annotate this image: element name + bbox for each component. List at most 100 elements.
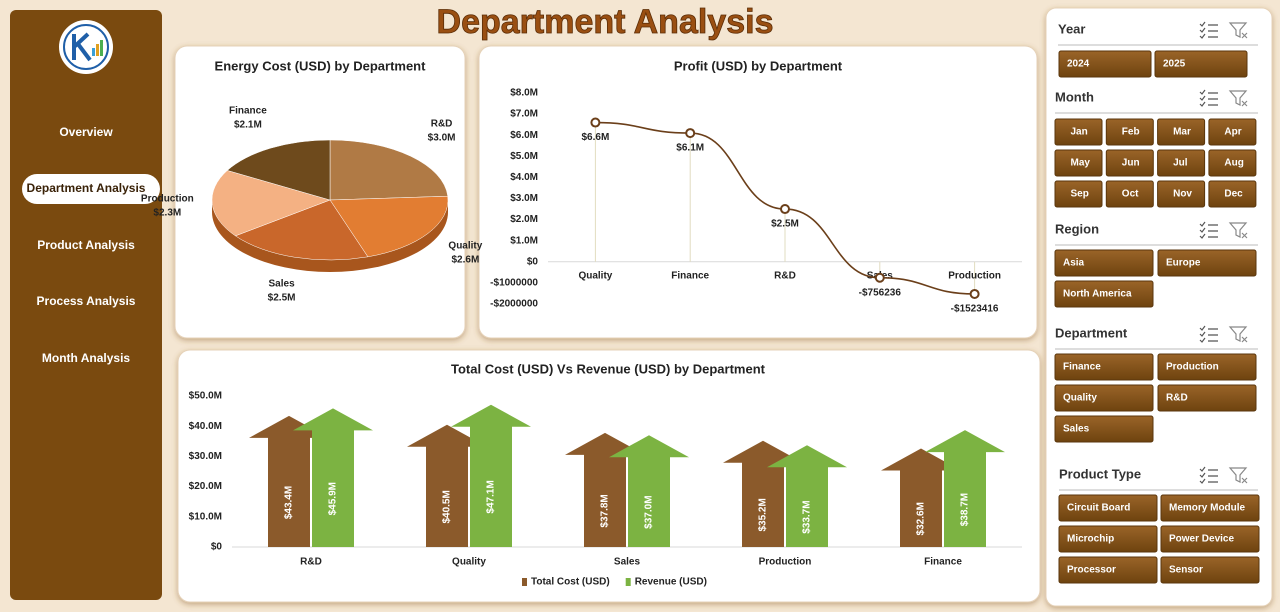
slicer-button-bg[interactable] <box>1058 525 1158 553</box>
slicer-button[interactable]: 2024 <box>1058 50 1152 78</box>
slicer-button-bg[interactable] <box>1054 249 1154 277</box>
slicer-button-label[interactable]: Quality <box>1063 393 1097 404</box>
slicer-button-bg[interactable] <box>1054 118 1103 146</box>
nav-item[interactable]: Month Analysis <box>42 351 131 365</box>
slicer-button[interactable]: Nov <box>1157 180 1206 208</box>
slicer-button[interactable]: Microchip <box>1058 525 1158 553</box>
slicer-button[interactable]: R&D <box>1157 384 1257 412</box>
slicer-button[interactable]: Jul <box>1157 149 1206 177</box>
slicer-button[interactable]: Asia <box>1054 249 1154 277</box>
slicer-button-label[interactable]: Sep <box>1071 189 1089 200</box>
slicer-button-bg[interactable] <box>1208 118 1257 146</box>
slicer-button-bg[interactable] <box>1105 149 1154 177</box>
slicer-button-label[interactable]: R&D <box>1166 393 1188 404</box>
slicer-button-label[interactable]: Production <box>1166 362 1219 373</box>
slicer-button-bg[interactable] <box>1160 494 1260 522</box>
slicer-button-bg[interactable] <box>1160 556 1260 584</box>
slicer-button-bg[interactable] <box>1054 149 1103 177</box>
nav-active-bg[interactable] <box>22 174 160 204</box>
slicer-button[interactable]: May <box>1054 149 1103 177</box>
slicer-button[interactable]: Jun <box>1105 149 1154 177</box>
nav-label[interactable]: Process Analysis <box>37 294 136 308</box>
nav-label[interactable]: Department Analysis <box>27 181 146 195</box>
slicer-button-bg[interactable] <box>1208 149 1257 177</box>
slicer-button[interactable]: Apr <box>1208 118 1257 146</box>
slicer-button-bg[interactable] <box>1054 180 1103 208</box>
slicer-button-bg[interactable] <box>1154 50 1248 78</box>
slicer-button[interactable]: Memory Module <box>1160 494 1260 522</box>
slicer-button[interactable]: North America <box>1054 280 1154 308</box>
slicer-button-label[interactable]: Memory Module <box>1169 503 1246 514</box>
nav-label[interactable]: Overview <box>59 125 113 139</box>
slicer-button-label[interactable]: Circuit Board <box>1067 503 1130 514</box>
slicer-button-bg[interactable] <box>1105 180 1154 208</box>
slicer-button-label[interactable]: Dec <box>1224 189 1243 200</box>
slicer-button-bg[interactable] <box>1105 118 1154 146</box>
slicer-button-label[interactable]: Power Device <box>1169 534 1234 545</box>
slicer-button-label[interactable]: Jul <box>1173 158 1188 169</box>
slicer-button-label[interactable]: Feb <box>1122 127 1140 138</box>
slicer-button-bg[interactable] <box>1054 280 1154 308</box>
slicer-button-bg[interactable] <box>1160 525 1260 553</box>
nav-item[interactable]: Process Analysis <box>37 294 136 308</box>
slicer-button-bg[interactable] <box>1157 149 1206 177</box>
slicer-button-label[interactable]: 2025 <box>1163 59 1186 70</box>
multi-select-icon[interactable] <box>1199 21 1218 39</box>
slicer-button-label[interactable]: May <box>1071 158 1091 169</box>
slicer-button-label[interactable]: North America <box>1063 289 1132 300</box>
clear-filter-icon[interactable] <box>1228 222 1248 239</box>
slicer-button-label[interactable]: Microchip <box>1067 534 1114 545</box>
multi-select-icon[interactable] <box>1199 466 1218 484</box>
clear-filter-icon[interactable] <box>1228 467 1248 484</box>
clear-filter-icon[interactable] <box>1228 90 1248 107</box>
nav-label[interactable]: Month Analysis <box>42 351 131 365</box>
slicer-button[interactable]: Circuit Board <box>1058 494 1158 522</box>
slicer-button[interactable]: Quality <box>1054 384 1154 412</box>
nav-item[interactable]: Overview <box>59 125 113 139</box>
slicer-button[interactable]: Aug <box>1208 149 1257 177</box>
slicer-button-label[interactable]: Aug <box>1224 158 1243 169</box>
slicer-button-bg[interactable] <box>1054 384 1154 412</box>
slicer-button-label[interactable]: Apr <box>1224 127 1241 138</box>
slicer-button-label[interactable]: Processor <box>1067 565 1116 576</box>
slicer-button[interactable]: 2025 <box>1154 50 1248 78</box>
multi-select-icon[interactable] <box>1199 221 1218 239</box>
slicer-button[interactable]: Power Device <box>1160 525 1260 553</box>
slicer-button[interactable]: Oct <box>1105 180 1154 208</box>
slicer-button-label[interactable]: Oct <box>1122 189 1139 200</box>
slicer-button-label[interactable]: Jan <box>1071 127 1088 138</box>
slicer-button-bg[interactable] <box>1157 384 1257 412</box>
slicer-button-label[interactable]: Europe <box>1166 258 1201 269</box>
slicer-button-label[interactable]: Sales <box>1063 424 1090 435</box>
slicer-button[interactable]: Sensor <box>1160 556 1260 584</box>
slicer-button[interactable]: Europe <box>1157 249 1257 277</box>
slicer-button-label[interactable]: Nov <box>1173 189 1192 200</box>
slicer-button-label[interactable]: 2024 <box>1067 59 1090 70</box>
slicer-button-bg[interactable] <box>1157 180 1206 208</box>
nav-label[interactable]: Product Analysis <box>37 238 135 252</box>
slicer-button[interactable]: Processor <box>1058 556 1158 584</box>
slicer-button-bg[interactable] <box>1058 50 1152 78</box>
slicer-button-bg[interactable] <box>1157 353 1257 381</box>
slicer-button-label[interactable]: Finance <box>1063 362 1101 373</box>
clear-filter-icon[interactable] <box>1228 326 1248 343</box>
slicer-button[interactable]: Sales <box>1054 415 1154 443</box>
nav-item[interactable]: Department Analysis <box>22 174 160 204</box>
slicer-button-bg[interactable] <box>1157 249 1257 277</box>
slicer-button-bg[interactable] <box>1157 118 1206 146</box>
slicer-button-label[interactable]: Asia <box>1063 258 1085 269</box>
slicer-button-bg[interactable] <box>1054 353 1154 381</box>
slicer-button[interactable]: Dec <box>1208 180 1257 208</box>
slicer-button[interactable]: Jan <box>1054 118 1103 146</box>
slicer-button-label[interactable]: Sensor <box>1169 565 1203 576</box>
slicer-button-label[interactable]: Mar <box>1173 127 1191 138</box>
multi-select-icon[interactable] <box>1199 325 1218 343</box>
slicer-button-bg[interactable] <box>1058 494 1158 522</box>
slicer-button-bg[interactable] <box>1058 556 1158 584</box>
slicer-button-label[interactable]: Jun <box>1122 158 1140 169</box>
nav-item[interactable]: Product Analysis <box>37 238 135 252</box>
slicer-button[interactable]: Feb <box>1105 118 1154 146</box>
clear-filter-icon[interactable] <box>1228 22 1248 39</box>
slicer-button[interactable]: Production <box>1157 353 1257 381</box>
slicer-button-bg[interactable] <box>1054 415 1154 443</box>
